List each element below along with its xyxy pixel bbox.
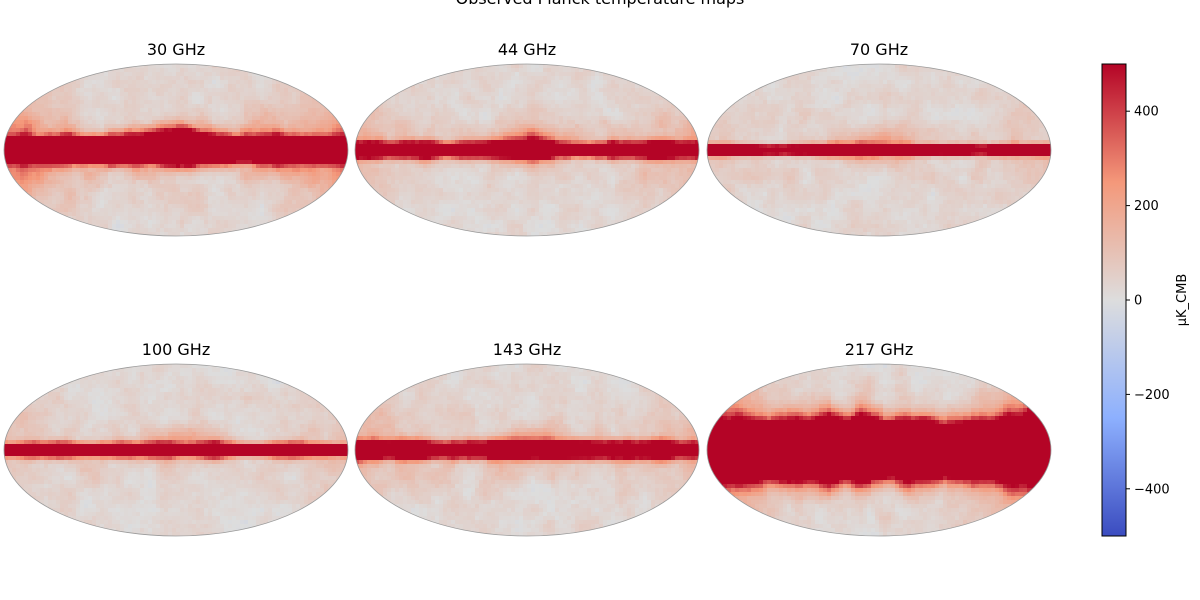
colorbar: −400 −200 0 200 400 µK_CMB (1101, 63, 1190, 537)
panel-title-44ghz: 44 GHz (497, 40, 557, 59)
sky-pixels (4, 64, 348, 236)
map-100ghz (3, 363, 349, 537)
map-outline (354, 63, 700, 237)
sky-pixels (355, 364, 699, 536)
sky-pixels (707, 364, 1051, 536)
map-outline (3, 63, 349, 237)
map-outline (354, 363, 700, 537)
map-outline (706, 63, 1052, 237)
map-outline (3, 363, 349, 537)
map-217ghz (706, 363, 1052, 537)
colorbar-tick-label: −200 (1134, 388, 1170, 403)
panel-title-30ghz: 30 GHz (146, 40, 206, 59)
colorbar-tick-label: 400 (1134, 105, 1159, 120)
map-44ghz (354, 63, 700, 237)
panel-title-143ghz: 143 GHz (492, 340, 562, 359)
colorbar-gradient (1101, 63, 1127, 537)
panel-title-100ghz: 100 GHz (141, 340, 211, 359)
colorbar-tick-label: 200 (1134, 199, 1159, 214)
figure-title: Observed Planck temperature maps (0, 0, 1200, 8)
map-30ghz (3, 63, 349, 237)
colorbar-tick-label: −400 (1134, 482, 1170, 497)
map-143ghz (354, 363, 700, 537)
sky-pixels (707, 64, 1051, 236)
colorbar-tick-label: 0 (1134, 294, 1142, 309)
sky-pixels (355, 64, 699, 236)
sky-pixels (4, 364, 348, 536)
panel-title-217ghz: 217 GHz (844, 340, 914, 359)
colorbar-label: µK_CMB (1175, 274, 1190, 327)
panel-title-70ghz: 70 GHz (849, 40, 909, 59)
map-70ghz (706, 63, 1052, 237)
map-outline (706, 363, 1052, 537)
